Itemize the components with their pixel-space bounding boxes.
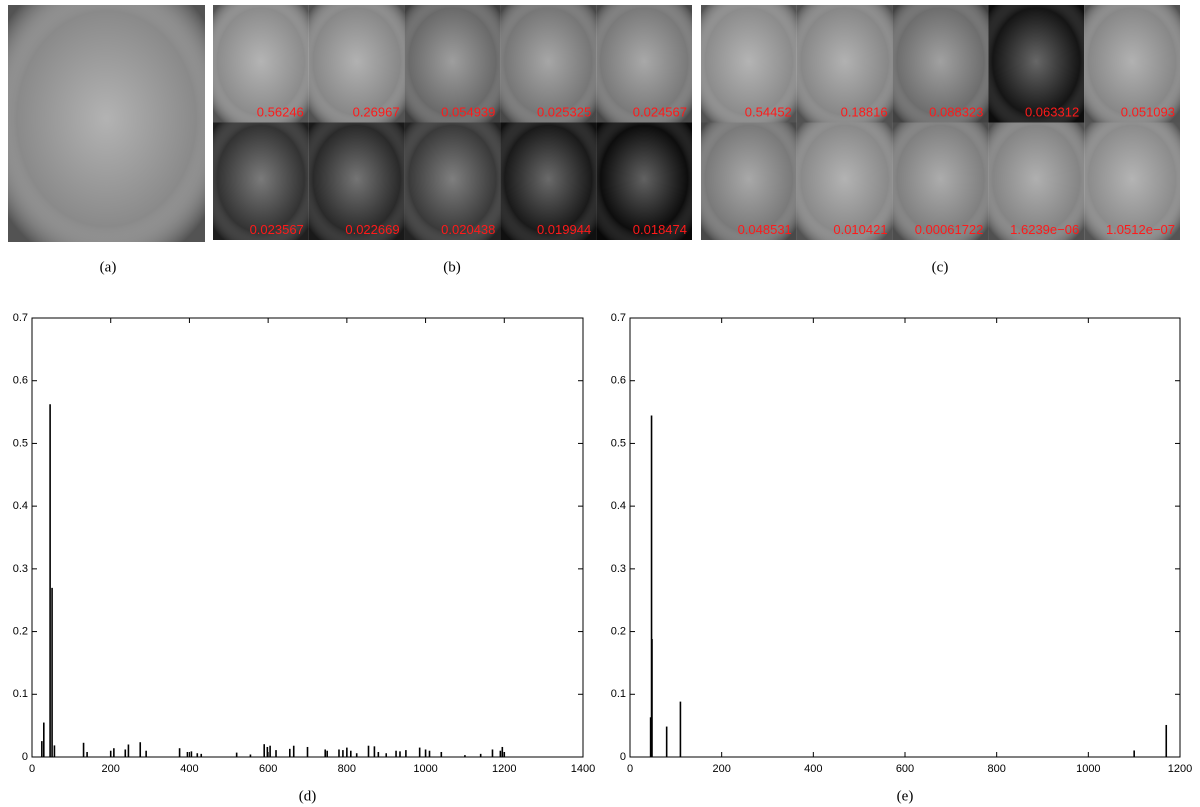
y-tick-label: 0.2 xyxy=(13,625,28,637)
coefficient-label: 1.6239e−06 xyxy=(1010,222,1079,237)
y-tick-label: 0.2 xyxy=(611,625,626,637)
coefficient-label: 0.051093 xyxy=(1121,104,1175,119)
coefficient-label: 0.023567 xyxy=(250,222,304,237)
face-shading xyxy=(988,5,1085,123)
x-tick-label: 600 xyxy=(896,763,914,775)
face-shading xyxy=(8,5,205,242)
face-shading xyxy=(500,5,597,123)
face-shading xyxy=(1084,5,1180,123)
y-tick-label: 0 xyxy=(22,751,28,763)
y-tick-label: 0.4 xyxy=(611,500,626,512)
y-tick-label: 0.5 xyxy=(13,437,28,449)
coefficient-label: 0.063312 xyxy=(1025,104,1079,119)
x-tick-label: 0 xyxy=(627,763,633,775)
axes-box xyxy=(629,317,1181,758)
y-tick-label: 0.7 xyxy=(13,312,28,324)
y-tick-label: 0.1 xyxy=(611,688,626,700)
face-shading xyxy=(1084,122,1180,240)
coefficient-label: 0.010421 xyxy=(833,222,887,237)
coefficient-label: 0.054939 xyxy=(441,104,495,119)
x-tick-label: 0 xyxy=(29,763,35,775)
caption: (d) xyxy=(299,788,317,804)
coefficient-label: 0.022669 xyxy=(345,222,399,237)
y-tick-label: 0.6 xyxy=(13,375,28,387)
x-tick-label: 1200 xyxy=(1168,763,1192,775)
face-shading xyxy=(308,122,405,240)
x-tick-label: 200 xyxy=(712,763,730,775)
face-shading xyxy=(213,5,309,123)
x-tick-label: 600 xyxy=(259,763,277,775)
face-shading xyxy=(596,122,692,240)
y-tick-label: 0 xyxy=(620,751,626,763)
coefficient-label: 0.019944 xyxy=(537,222,591,237)
coefficient-label: 0.00061722 xyxy=(915,222,984,237)
coefficient-label: 0.020438 xyxy=(441,222,495,237)
coefficient-label: 1.0512e−07 xyxy=(1106,222,1175,237)
coefficient-label: 0.024567 xyxy=(633,104,687,119)
y-tick-label: 0.1 xyxy=(13,688,28,700)
face-shading xyxy=(213,122,309,240)
face-shading xyxy=(892,5,989,123)
x-tick-label: 1200 xyxy=(492,763,516,775)
coefficient-label: 0.025325 xyxy=(537,104,591,119)
x-tick-label: 1000 xyxy=(413,763,437,775)
coefficient-label: 0.56246 xyxy=(257,104,304,119)
x-tick-label: 1000 xyxy=(1076,763,1100,775)
y-tick-label: 0.5 xyxy=(611,437,626,449)
coefficient-label: 0.018474 xyxy=(633,222,687,237)
x-tick-label: 400 xyxy=(180,763,198,775)
coefficient-label: 0.26967 xyxy=(353,104,400,119)
caption: (b) xyxy=(443,259,461,275)
caption: (a) xyxy=(100,259,117,275)
y-tick-label: 0.4 xyxy=(13,500,28,512)
face-shading xyxy=(796,122,893,240)
y-tick-label: 0.6 xyxy=(611,375,626,387)
coefficient-label: 0.18816 xyxy=(841,104,888,119)
face-shading xyxy=(404,122,501,240)
face-shading xyxy=(308,5,405,123)
x-tick-label: 1400 xyxy=(571,763,595,775)
coefficient-label: 0.048531 xyxy=(738,222,792,237)
face-shading xyxy=(796,5,893,123)
face-shading xyxy=(701,5,797,123)
face-shading xyxy=(596,5,692,123)
x-tick-label: 400 xyxy=(804,763,822,775)
face-shading xyxy=(892,122,989,240)
coefficient-label: 0.088323 xyxy=(929,104,983,119)
x-tick-label: 800 xyxy=(987,763,1005,775)
x-tick-label: 800 xyxy=(338,763,356,775)
coefficient-label: 0.54452 xyxy=(745,104,792,119)
face-shading xyxy=(988,122,1085,240)
y-tick-label: 0.7 xyxy=(611,312,626,324)
y-tick-label: 0.3 xyxy=(13,563,28,575)
face-shading xyxy=(500,122,597,240)
y-tick-label: 0.3 xyxy=(611,563,626,575)
x-tick-label: 200 xyxy=(102,763,120,775)
axes-box xyxy=(31,317,584,758)
face-shading xyxy=(701,122,797,240)
caption: (c) xyxy=(932,259,949,275)
face-shading xyxy=(404,5,501,123)
caption: (e) xyxy=(897,788,914,804)
